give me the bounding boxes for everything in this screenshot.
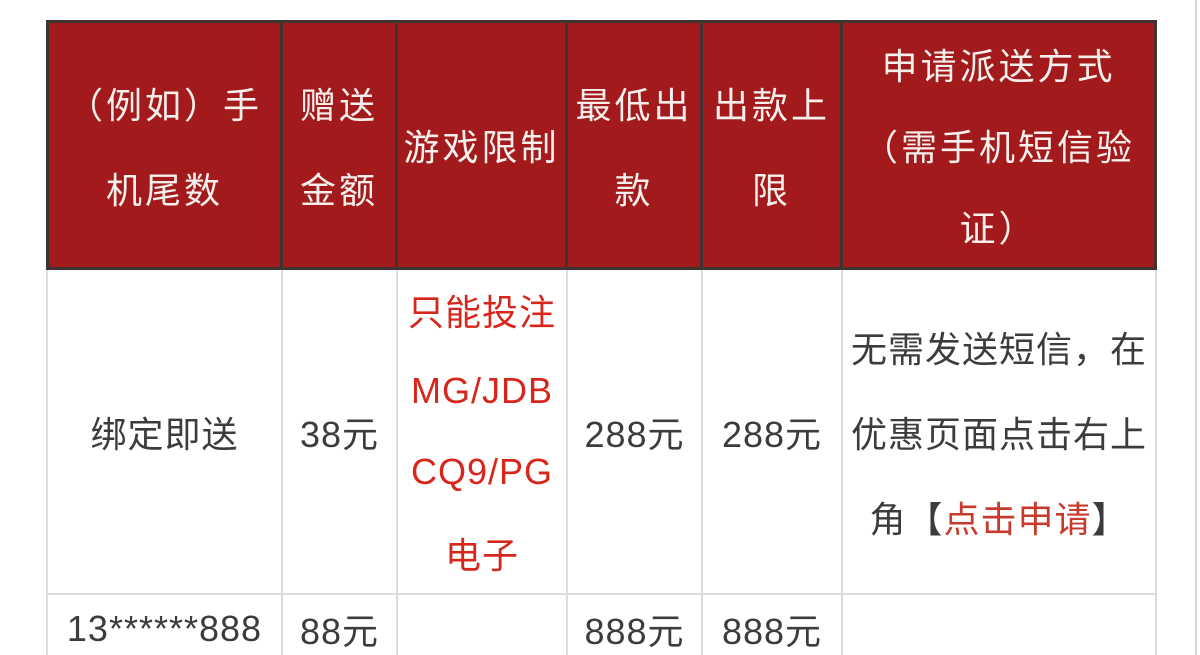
header-text-line: （例如）手 [66, 84, 262, 126]
cell-gift-amount: 88元 [283, 595, 398, 655]
header-text-line: 款 [614, 169, 654, 211]
cell-text: 888元 [584, 611, 685, 652]
cell-apply-method [843, 595, 1157, 655]
cell-text: 288元 [584, 413, 685, 455]
header-text-line: 证） [959, 208, 1038, 250]
header-cell-gift-amount: 赠送 金额 [283, 23, 398, 267]
header-cell-phone-tail: （例如）手 机尾数 [49, 23, 283, 267]
apply-method-line: 无需发送短信，在 [850, 328, 1147, 370]
apply-method-line: 优惠页面点击右上 [850, 413, 1147, 455]
cell-apply-method: 无需发送短信，在 优惠页面点击右上 角【 点击申请】 [843, 270, 1157, 595]
cell-text: 13******888 [66, 608, 263, 649]
cell-game-restriction: 只能投注 MG/JDB CQ9/PG 电子 [398, 270, 568, 595]
table-row: 绑定即送 38元 只能投注 MG/JDB CQ9/PG 电子 288元 288元… [46, 270, 1157, 595]
header-cell-game-restriction: 游戏限制 [398, 23, 568, 267]
header-text-line: 最低出 [575, 84, 693, 126]
promo-table: （例如）手 机尾数 赠送 金额 游戏限制 最低出 款 出款上 限 申请派送方式 … [46, 20, 1157, 655]
screen-edge-line [1195, 0, 1197, 655]
cell-withdrawal-limit: 888元 [703, 595, 843, 655]
restriction-line: 电子 [444, 534, 519, 576]
apply-link[interactable]: 点击申请 [943, 498, 1092, 540]
restriction-line: 只能投注 [407, 292, 556, 334]
cell-text: 绑定即送 [90, 413, 239, 455]
table-row: 13******888 88元 888元 888元 [46, 595, 1157, 655]
cell-min-withdrawal: 888元 [568, 595, 703, 655]
cell-game-restriction [398, 595, 568, 655]
table-header-row: （例如）手 机尾数 赠送 金额 游戏限制 最低出 款 出款上 限 申请派送方式 … [46, 20, 1157, 270]
restriction-line: CQ9/PG [410, 450, 554, 492]
apply-bracket-suffix: 】 [1091, 498, 1129, 540]
cell-phone-tail: 绑定即送 [48, 270, 283, 595]
header-cell-withdrawal-limit: 出款上 限 [703, 23, 843, 267]
header-text-line: 金额 [299, 169, 378, 211]
header-text-line: 申请派送方式 [881, 45, 1116, 87]
apply-bracket-prefix: 角【 [869, 498, 944, 540]
cell-withdrawal-limit: 288元 [703, 270, 843, 595]
header-cell-apply-method: 申请派送方式 （需手机短信验 证） [843, 23, 1154, 267]
restriction-line: MG/JDB [410, 370, 553, 412]
cell-gift-amount: 38元 [283, 270, 398, 595]
cell-min-withdrawal: 288元 [568, 270, 703, 595]
cell-text: 38元 [299, 413, 380, 455]
header-text-line: 机尾数 [105, 169, 223, 211]
cell-text: 888元 [721, 611, 823, 652]
cell-phone-tail: 13******888 [48, 595, 283, 655]
header-text-line: 赠送 [299, 84, 378, 126]
apply-method-line: 角【 点击申请】 [869, 474, 1128, 559]
cell-text: 88元 [299, 611, 380, 652]
header-cell-min-withdrawal: 最低出 款 [568, 23, 703, 267]
header-text-line: 出款上 [712, 84, 830, 126]
header-text-line: 游戏限制 [403, 127, 560, 168]
cell-text: 288元 [721, 413, 823, 455]
header-text-line: 限 [751, 169, 791, 211]
header-text-line: （需手机短信验 [861, 126, 1135, 168]
